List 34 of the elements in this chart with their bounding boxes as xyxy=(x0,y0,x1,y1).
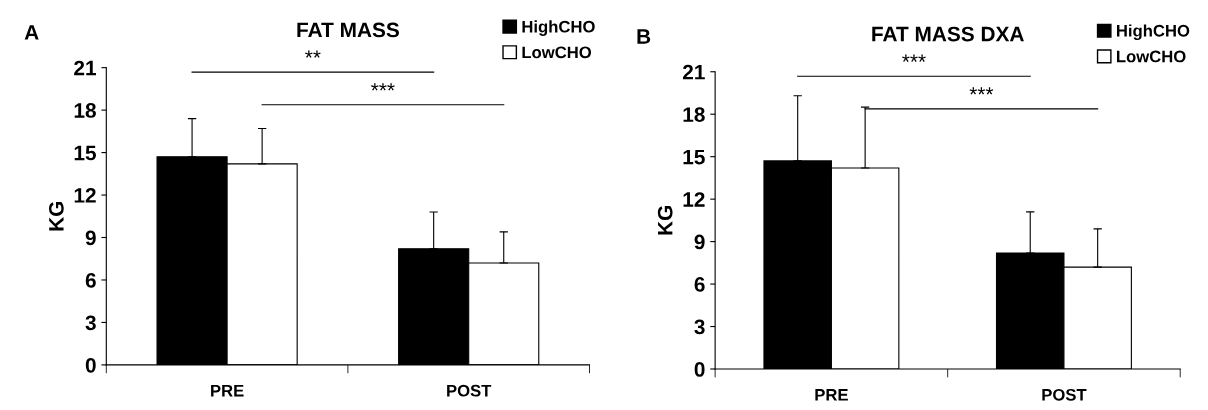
x-tick-label: POST xyxy=(1042,388,1087,401)
y-tick-label: 21 xyxy=(74,60,96,76)
x-tick-label: POST xyxy=(447,384,492,397)
x-tick-label: PRE xyxy=(211,384,244,397)
annotation: *** xyxy=(969,87,994,95)
text: ** xyxy=(305,50,321,58)
y-tick-label: 9 xyxy=(85,230,96,246)
legend-label: HighCHO xyxy=(1117,24,1190,41)
y-tick-label: 0 xyxy=(85,357,96,373)
y-tick-label: 12 xyxy=(683,192,705,207)
y-tick-label: 3 xyxy=(694,319,705,335)
y-tick-label: 12 xyxy=(74,188,96,203)
y-tick-label: 6 xyxy=(694,277,705,292)
y-tick-label: 21 xyxy=(682,64,705,80)
x-tick-label: PRE xyxy=(815,389,848,401)
legend-label: HighCHO xyxy=(522,20,595,36)
text: A xyxy=(24,25,39,40)
legend-label: LowCHO xyxy=(522,46,592,59)
y-tick-label: 9 xyxy=(694,234,705,250)
legend-label: LowCHO xyxy=(1117,50,1186,63)
y-tick-label: 3 xyxy=(85,315,96,331)
y-tick-label: 15 xyxy=(74,145,96,161)
y-axis-title: KG xyxy=(657,206,673,235)
y-tick-label: 18 xyxy=(683,107,705,122)
y-axis-title: KG xyxy=(48,201,64,231)
chart-title: FAT MASS DXA xyxy=(872,26,1024,42)
text: B xyxy=(637,29,651,44)
text: *** xyxy=(902,54,926,62)
y-tick-label: 0 xyxy=(694,362,705,377)
y-tick-label: 6 xyxy=(85,272,96,288)
chart-title: FAT MASS xyxy=(297,22,399,38)
y-tick-label: 18 xyxy=(74,103,96,118)
y-tick-label: 15 xyxy=(683,149,705,165)
annotation: *** xyxy=(371,83,395,91)
